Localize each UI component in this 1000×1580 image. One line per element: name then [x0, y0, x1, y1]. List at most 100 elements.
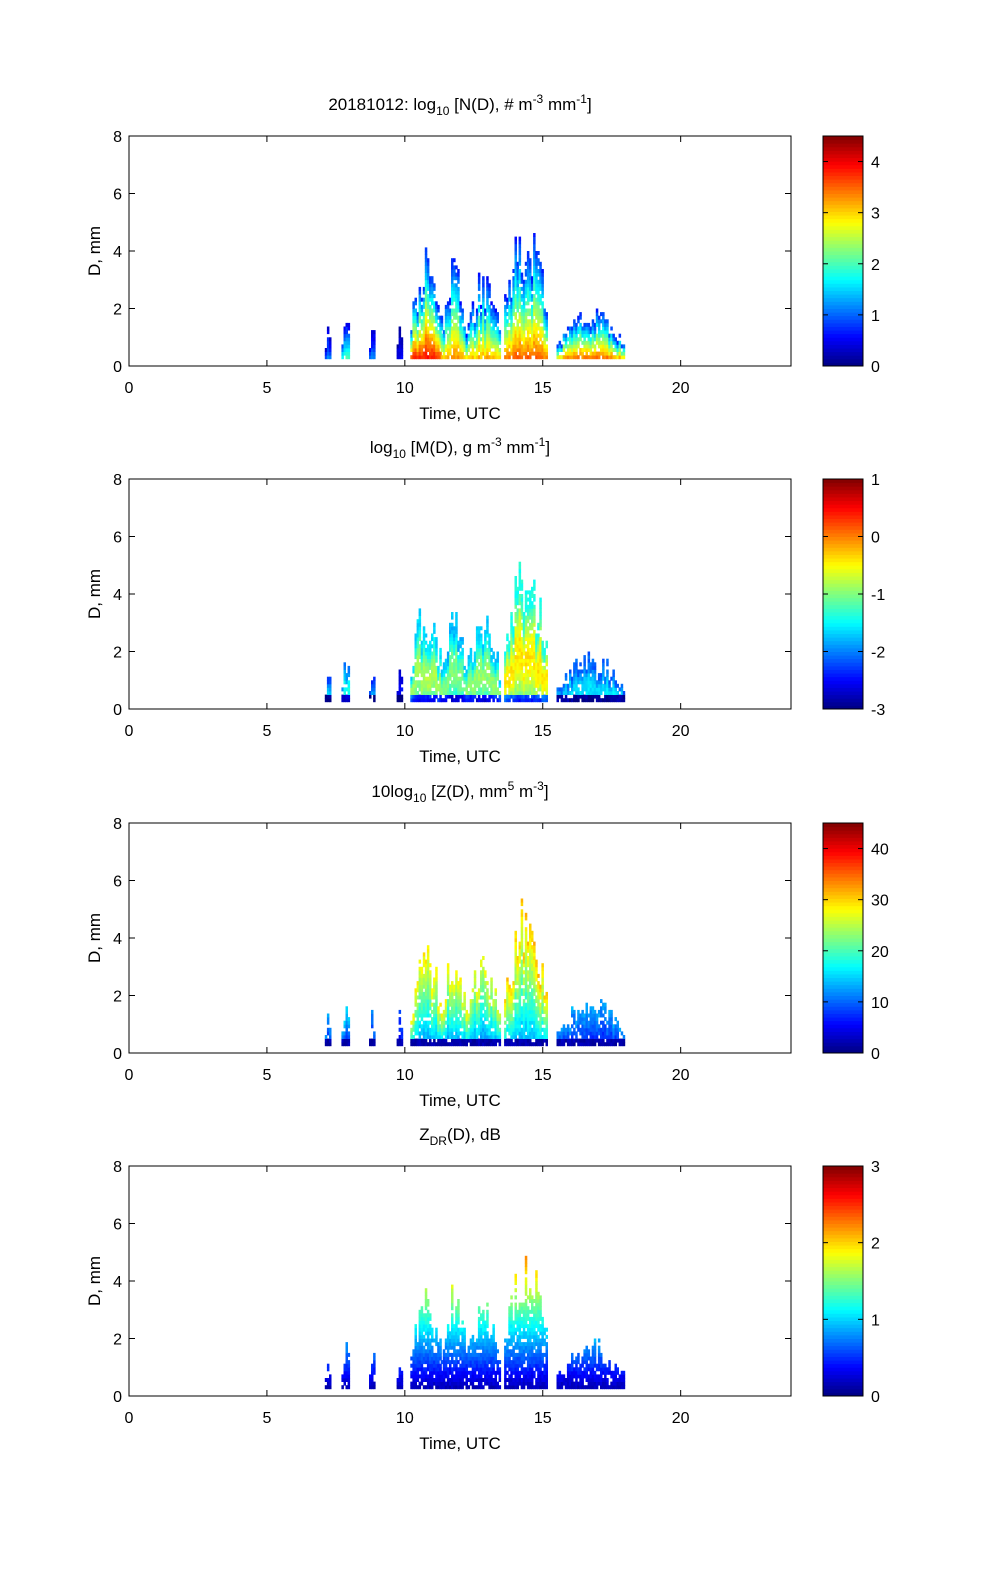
heatmap-cell: [414, 1378, 417, 1382]
heatmap-cell: [420, 348, 424, 352]
heatmap-cell: [433, 1020, 436, 1025]
heatmap-cell: [459, 669, 462, 674]
heatmap-cell: [506, 1027, 509, 1032]
heatmap-cell: [569, 340, 572, 345]
heatmap-cell: [461, 1035, 464, 1039]
heatmap-cell: [587, 694, 591, 699]
heatmap-cell: [482, 276, 485, 281]
heatmap-cell: [326, 1027, 330, 1032]
heatmap-cell: [420, 340, 424, 345]
heatmap-cell: [475, 355, 479, 360]
heatmap-cell: [488, 355, 491, 360]
heatmap-cell: [585, 1013, 588, 1018]
heatmap-cell: [424, 1316, 428, 1321]
heatmap-cell: [539, 272, 542, 277]
heatmap-cell: [439, 351, 442, 356]
heatmap-cell: [444, 691, 448, 695]
heatmap-cell: [488, 286, 491, 291]
heatmap-cell: [522, 294, 526, 299]
heatmap-cell: [345, 355, 348, 360]
heatmap-cell: [420, 1374, 424, 1379]
heatmap-cell: [524, 669, 528, 674]
heatmap-cell: [512, 662, 515, 667]
colorbar-segment: [823, 547, 863, 552]
colorbar-segment: [823, 894, 863, 899]
heatmap-cell: [593, 1020, 597, 1025]
heatmap-cell: [556, 1035, 559, 1039]
heatmap-cell: [459, 676, 462, 681]
heatmap-cell: [535, 698, 538, 703]
heatmap-cell: [435, 999, 438, 1004]
heatmap-cell: [480, 330, 483, 335]
heatmap-cell: [595, 322, 599, 327]
heatmap-cell: [514, 973, 517, 978]
heatmap-cell: [369, 691, 372, 695]
heatmap-cell: [424, 1331, 428, 1336]
heatmap-cell: [440, 348, 444, 352]
heatmap-cell: [541, 1038, 544, 1043]
heatmap-cell: [414, 308, 417, 313]
heatmap-cell: [589, 337, 593, 342]
heatmap-cell: [371, 348, 374, 352]
heatmap-cell: [455, 612, 458, 616]
heatmap-cell: [371, 333, 374, 338]
heatmap-cell: [444, 1042, 448, 1047]
heatmap-cell: [537, 1027, 540, 1032]
heatmap-cell: [539, 297, 542, 302]
heatmap-cell: [541, 276, 544, 281]
heatmap-cell: [416, 619, 420, 624]
heatmap-cell: [516, 594, 519, 598]
heatmap-cell: [437, 698, 440, 703]
heatmap-cell: [577, 698, 580, 703]
heatmap-cell: [488, 1006, 491, 1011]
colorbar-segment: [823, 543, 863, 548]
heatmap-cell: [492, 680, 495, 685]
heatmap-cell: [514, 355, 517, 360]
heatmap-cell: [496, 330, 499, 335]
heatmap-cell: [539, 330, 542, 335]
heatmap-cell: [518, 315, 522, 320]
heatmap-cell: [345, 1345, 348, 1350]
heatmap-cell: [535, 251, 538, 255]
heatmap-cell: [531, 633, 534, 638]
heatmap-cell: [435, 312, 438, 317]
heatmap-cell: [437, 315, 440, 320]
heatmap-cell: [486, 995, 489, 1000]
heatmap-cell: [451, 283, 454, 288]
heatmap-cell: [437, 665, 440, 670]
heatmap-cell: [439, 1345, 442, 1350]
heatmap-cell: [414, 351, 417, 356]
heatmap-cell: [429, 658, 432, 663]
heatmap-cell: [529, 1013, 532, 1018]
heatmap-cell: [422, 297, 426, 302]
heatmap-cell: [463, 1035, 466, 1039]
heatmap-cell: [420, 687, 424, 692]
heatmap-cell: [426, 1309, 430, 1314]
heatmap-cell: [451, 633, 454, 638]
heatmap-cell: [539, 344, 542, 349]
heatmap-cell: [606, 669, 609, 674]
heatmap-cell: [558, 344, 562, 349]
heatmap-cell: [516, 959, 519, 964]
heatmap-cell: [418, 1338, 422, 1343]
heatmap-cell: [477, 308, 481, 313]
heatmap-cell: [396, 698, 400, 703]
heatmap-cell: [510, 669, 513, 674]
heatmap-cell: [531, 297, 534, 302]
heatmap-cell: [465, 1013, 468, 1018]
heatmap-cell: [524, 694, 528, 699]
heatmap-cell: [618, 333, 622, 338]
heatmap-cell: [581, 326, 584, 331]
heatmap-cell: [418, 665, 422, 670]
heatmap-cell: [595, 1020, 599, 1025]
heatmap-cell: [531, 673, 534, 678]
heatmap-cell: [435, 326, 438, 331]
heatmap-cell: [439, 340, 442, 345]
heatmap-cell: [347, 333, 351, 338]
heatmap-cell: [508, 680, 511, 685]
heatmap-cell: [518, 612, 522, 616]
heatmap-cell: [347, 1352, 351, 1357]
heatmap-cell: [520, 963, 524, 968]
heatmap-cell: [418, 651, 422, 656]
heatmap-cell: [587, 1027, 591, 1032]
